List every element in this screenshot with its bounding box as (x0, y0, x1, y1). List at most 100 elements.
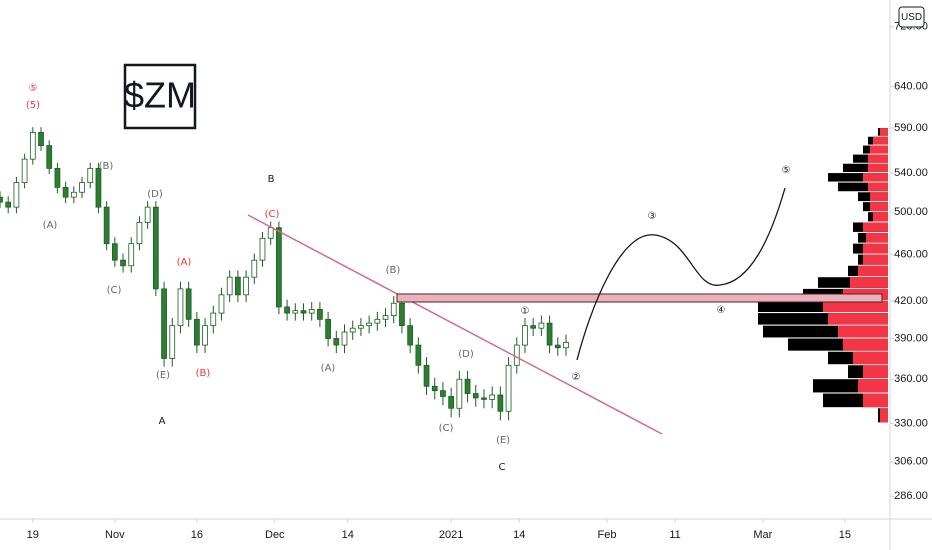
currency-label: USD (901, 12, 922, 23)
x-tick-label: 15 (839, 529, 851, 541)
candle-body (79, 182, 85, 193)
candle-body (152, 206, 159, 290)
wave-label: A (159, 416, 166, 427)
y-tick-label: 540.00 (894, 167, 928, 179)
candle-body (448, 396, 455, 409)
candle-body (390, 302, 397, 316)
candle-body (366, 322, 372, 327)
wave-label: (D) (458, 349, 474, 360)
currency-box[interactable] (898, 6, 925, 28)
candle-body (185, 288, 192, 320)
candle-body (128, 243, 135, 267)
candle-body (440, 390, 446, 397)
y-tick-label: 500.00 (894, 206, 928, 218)
x-tick-label: 14 (342, 529, 354, 541)
profile-red-bar (838, 325, 888, 338)
profile-total-bar (763, 325, 888, 338)
candle-body (87, 167, 94, 183)
profile-red-bar (863, 222, 888, 232)
candle-body (243, 276, 249, 296)
candle-body (251, 259, 258, 278)
wave-label: ⑤ (782, 165, 791, 176)
profile-red-bar (868, 182, 888, 192)
y-tick-label: 330.00 (894, 417, 928, 429)
candle-body (54, 167, 61, 188)
candle-body (21, 158, 28, 183)
candle-body (144, 206, 151, 223)
candle-body (481, 397, 487, 400)
profile-red-bar (863, 365, 888, 379)
candle-body (374, 318, 381, 324)
wave-label: (C) (265, 209, 280, 220)
candle-body (284, 306, 290, 314)
wave-label: (A) (321, 363, 336, 374)
profile-total-bar (828, 173, 888, 182)
candle-body (333, 338, 340, 346)
axes: 720.00640.00590.00540.00500.00460.00420.… (27, 21, 928, 541)
candle-body (382, 315, 389, 320)
profile-red-bar (868, 163, 888, 173)
wave-label: (E) (496, 435, 510, 446)
candle-body (530, 325, 537, 329)
title-box (123, 63, 197, 130)
x-tick-label: Feb (598, 529, 617, 541)
candle-body (464, 378, 471, 394)
wave-label: ③ (648, 211, 657, 222)
candle-body (349, 327, 356, 333)
wave-label: (B) (196, 368, 211, 379)
profile-total-bar (838, 182, 888, 192)
y-tick-label: 286.00 (894, 490, 928, 502)
wave-label: C (499, 462, 506, 473)
wave-label: ② (572, 372, 581, 383)
volume-profile (758, 128, 888, 423)
y-tick-label: 360.00 (894, 373, 928, 385)
candle-body (489, 394, 496, 400)
candle-body (276, 227, 282, 308)
candle-body (46, 145, 53, 169)
profile-red-bar (863, 254, 888, 265)
candle-body (563, 342, 569, 349)
candle-body (95, 167, 102, 208)
candle-body (325, 318, 331, 339)
profile-red-bar (850, 277, 888, 288)
profile-red-bar (873, 212, 888, 222)
candle-body (341, 331, 348, 346)
wave-label: (E) (156, 370, 170, 381)
wave-label: ④ (717, 305, 726, 316)
candle-body (120, 259, 126, 267)
profile-red-bar (873, 136, 888, 145)
candle-body (169, 325, 176, 359)
candle-body (415, 344, 422, 366)
profile-total-bar (843, 163, 888, 173)
candle-body (267, 227, 274, 239)
candle-body (194, 318, 200, 346)
y-tick-label: 420.00 (894, 295, 928, 307)
candle-body (300, 310, 307, 314)
y-tick-label: 390.00 (894, 332, 928, 344)
candle-body (210, 312, 217, 327)
candle-body (522, 325, 528, 346)
trend-line (247, 214, 663, 435)
candle-body (399, 302, 405, 327)
candle-body (0, 196, 3, 203)
candle-body (62, 186, 69, 198)
x-tick-label: Mar (753, 529, 772, 541)
candle-body (505, 364, 512, 412)
profile-red-bar (870, 192, 888, 202)
candle-body (472, 393, 479, 399)
candle-body (136, 222, 143, 245)
candle-body (431, 385, 438, 392)
profile-red-bar (866, 232, 888, 243)
candle-body (218, 294, 225, 314)
x-tick-label: Nov (105, 529, 125, 541)
candle-body (407, 325, 413, 346)
candle-body (259, 237, 266, 261)
candle-body (554, 344, 561, 349)
candle-body (497, 394, 504, 412)
profile-red-bar (868, 154, 888, 163)
candle-body (103, 206, 110, 245)
wave-label: (B) (99, 161, 114, 172)
chart-title: $ZM (124, 75, 196, 116)
profile-total-bar (758, 313, 888, 325)
